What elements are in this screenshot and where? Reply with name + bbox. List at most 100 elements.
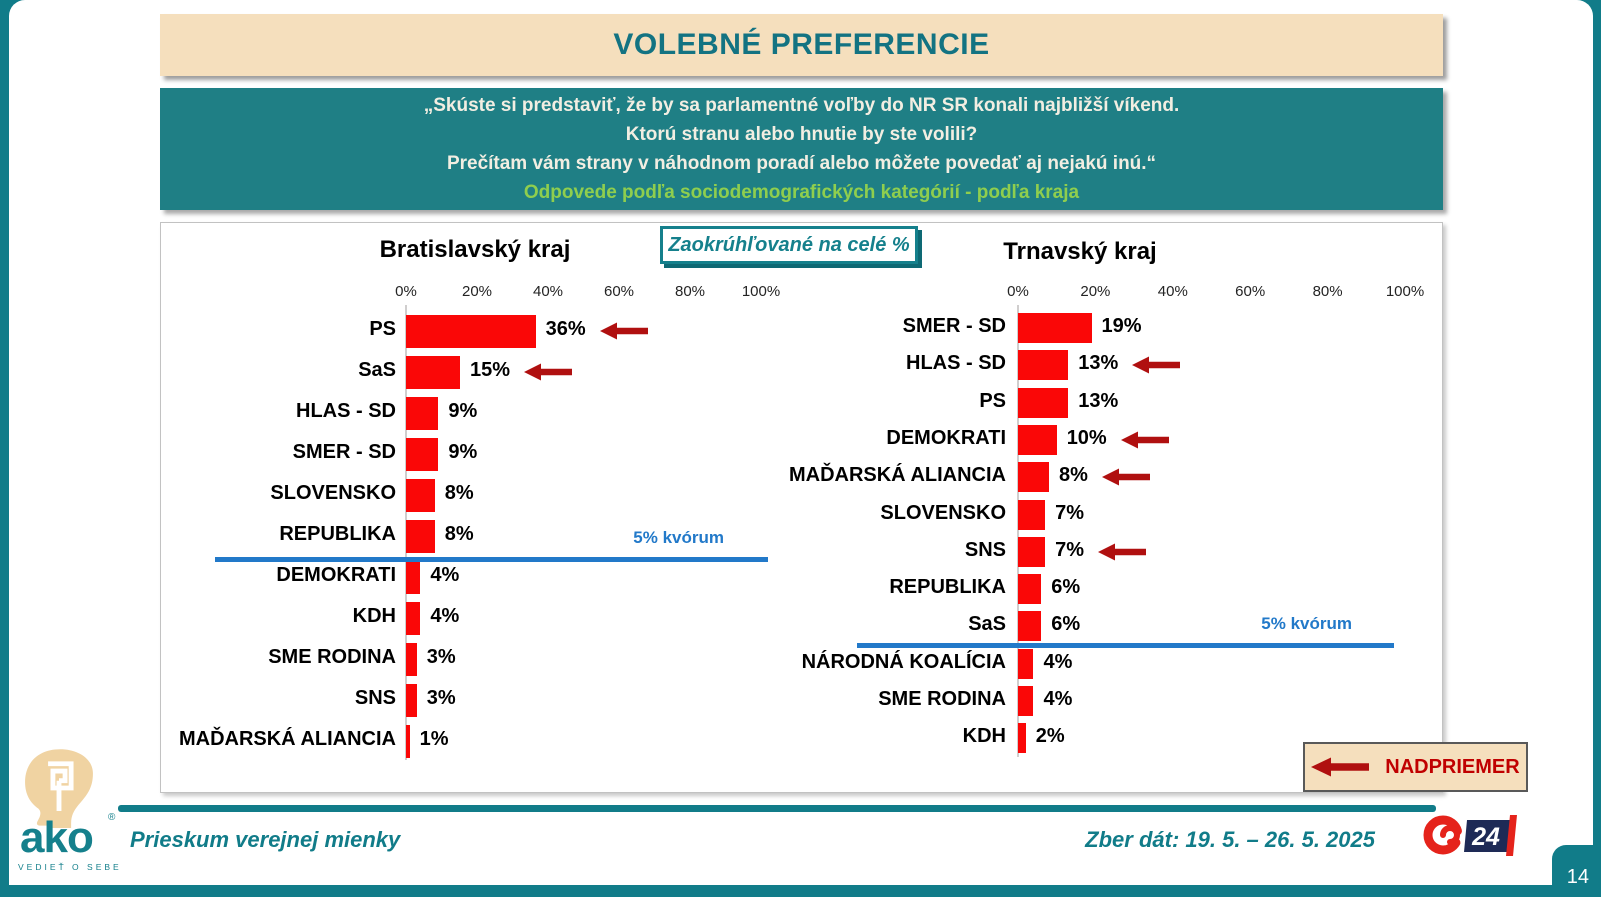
joj24-logo: 24: [1422, 812, 1522, 858]
registered-mark-icon: ®: [108, 812, 116, 823]
value-label: 8%: [444, 523, 474, 545]
axis-tick-label: 0%: [395, 283, 417, 300]
axis-tick-label: 20%: [461, 283, 493, 300]
bar: [406, 642, 417, 676]
bar: [1018, 536, 1046, 567]
value-label: 1%: [419, 728, 449, 750]
value-label: 7%: [1055, 501, 1084, 524]
bar: [1018, 648, 1034, 679]
above-average-legend-label: NADPRIEMER: [1385, 755, 1520, 778]
quorum-label: 5% kvórum: [633, 528, 724, 547]
category-label: SNS: [354, 687, 396, 709]
bar: [1018, 686, 1034, 716]
footer-right-text: Zber dát: 19. 5. – 26. 5. 2025: [1085, 827, 1375, 852]
value-label: 8%: [444, 482, 474, 504]
page-number-tab: 14: [1552, 845, 1601, 897]
ako-logo: ako ® VEDIEŤ O SEBE: [16, 748, 126, 878]
axis-tick-label: 100%: [741, 283, 781, 300]
category-label: SaS: [358, 359, 396, 381]
category-label: KDH: [962, 725, 1006, 748]
above-average-arrow-icon: [1120, 431, 1169, 449]
value-label: 7%: [1055, 538, 1084, 561]
value-label: 15%: [470, 359, 511, 381]
chart-title: Trnavský kraj: [1003, 238, 1157, 265]
axis-tick-label: 60%: [603, 283, 635, 300]
category-label: DEMOKRATI: [886, 426, 1006, 449]
bar: [1018, 499, 1046, 530]
category-label: SME RODINA: [268, 646, 396, 668]
above-average-legend: NADPRIEMER: [1303, 742, 1528, 792]
footer-divider: [118, 805, 1436, 812]
bar: [1018, 723, 1026, 754]
left-arrow-icon: [1311, 757, 1370, 777]
category-label: REPUBLIKA: [889, 576, 1006, 599]
bar: [406, 355, 460, 389]
value-label: 6%: [1051, 613, 1081, 636]
question-subtitle: Odpovede podľa sociodemografických kateg…: [523, 182, 1080, 203]
category-label: REPUBLIKA: [279, 523, 396, 545]
value-label: 9%: [448, 441, 478, 463]
value-label: 8%: [1058, 464, 1088, 487]
footer-left-text: Prieskum verejnej mienky: [130, 827, 401, 852]
axis-tick-label: 20%: [1080, 283, 1111, 300]
value-label: 36%: [545, 318, 586, 340]
page-number: 14: [1566, 866, 1589, 888]
bar: [406, 724, 410, 758]
axis-tick-label: 100%: [1385, 283, 1425, 300]
category-label: DEMOKRATI: [276, 564, 396, 586]
category-label: SLOVENSKO: [880, 501, 1006, 524]
bar: [1018, 387, 1069, 418]
above-average-arrow: [1101, 467, 1152, 492]
axis-tick-label: 80%: [674, 283, 706, 300]
bar: [406, 478, 435, 512]
value-label: 4%: [1043, 688, 1073, 710]
bar: [1018, 424, 1057, 455]
category-label: SMER - SD: [902, 315, 1006, 337]
question-line-2: Ktorú stranu alebo hnutie by ste volili?: [625, 124, 978, 145]
category-label: PS: [369, 318, 396, 340]
axis-tick-label: 40%: [532, 283, 564, 300]
category-label: SaS: [968, 613, 1006, 636]
category-label: MAĎARSKÁ ALIANCIA: [178, 728, 396, 750]
above-average-arrow-icon: [524, 363, 572, 381]
quorum-line: [857, 643, 1394, 648]
title-banner: VOLEBNÉ PREFERENCIE: [160, 14, 1443, 76]
ako-logo-text: ako: [20, 813, 94, 862]
value-label: 4%: [430, 605, 460, 627]
joj24-number: 24: [1471, 823, 1500, 851]
axis-tick-label: 40%: [1157, 283, 1188, 300]
value-label: 13%: [1078, 352, 1119, 375]
bar: [406, 396, 439, 430]
bar: [1018, 462, 1049, 493]
rounding-note-box: Zaokrúhľované na celé %: [660, 226, 918, 264]
chart-title: Bratislavský kraj: [379, 236, 571, 263]
category-label: SNS: [964, 538, 1006, 561]
bar: [1018, 574, 1042, 605]
question-line-3: Prečítam vám strany v náhodnom poradí al…: [446, 153, 1157, 174]
axis-tick-label: 60%: [1235, 283, 1266, 300]
value-label: 6%: [1051, 576, 1081, 599]
value-label: 4%: [1043, 650, 1073, 673]
value-label: 10%: [1066, 426, 1107, 449]
axis-line: [1017, 305, 1019, 757]
axis-tick-label: 0%: [1007, 283, 1029, 300]
chart-panel: [160, 222, 1443, 793]
quorum-label: 5% kvórum: [1261, 614, 1352, 633]
ako-head-icon: [25, 749, 93, 828]
value-label: 2%: [1035, 725, 1065, 748]
bar: [1018, 611, 1042, 642]
above-average-arrow: [1132, 355, 1182, 380]
value-label: 3%: [426, 687, 456, 709]
category-label: NÁRODNÁ KOALÍCIA: [801, 650, 1006, 673]
category-label: HLAS - SD: [906, 352, 1006, 375]
above-average-arrow-icon: [1132, 356, 1181, 374]
value-label: 3%: [426, 646, 456, 668]
above-average-arrow: [599, 321, 650, 346]
value-label: 9%: [448, 400, 478, 422]
bar: [406, 601, 421, 635]
bar: [1018, 350, 1069, 381]
axis-tick-label: 80%: [1312, 283, 1343, 300]
above-average-arrow: [1098, 542, 1148, 567]
category-label: MAĎARSKÁ ALIANCIA: [788, 464, 1006, 487]
